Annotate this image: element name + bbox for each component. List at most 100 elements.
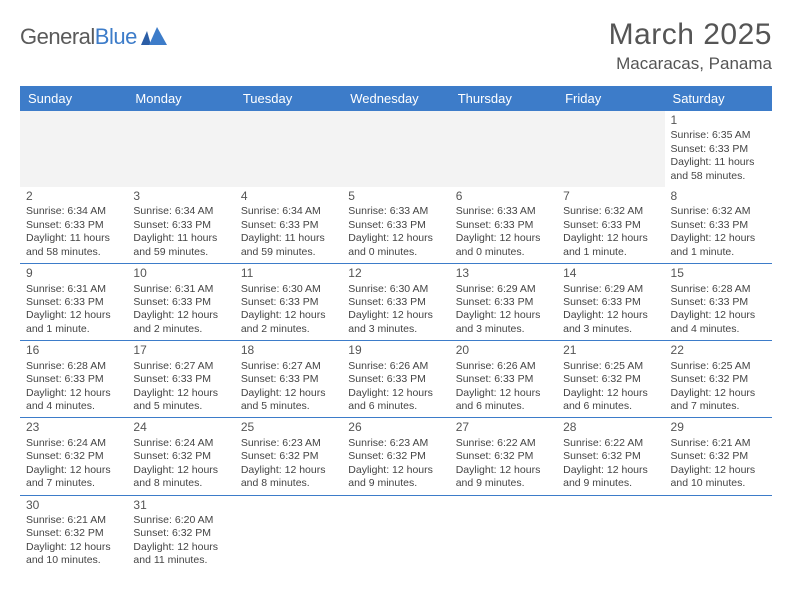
sunrise-text: Sunrise: 6:31 AM — [26, 283, 121, 296]
daylight-text: Daylight: 12 hours and 10 minutes. — [671, 464, 766, 491]
calendar-cell: 10Sunrise: 6:31 AMSunset: 6:33 PMDayligh… — [127, 264, 234, 341]
daylight-text: Daylight: 12 hours and 0 minutes. — [456, 232, 551, 259]
sunrise-text: Sunrise: 6:22 AM — [456, 437, 551, 450]
day-number: 28 — [563, 420, 658, 435]
brand-name-part2: Blue — [95, 24, 137, 49]
sunset-text: Sunset: 6:32 PM — [671, 450, 766, 463]
sunrise-text: Sunrise: 6:28 AM — [671, 283, 766, 296]
page-header: GeneralBlue March 2025 Macaracas, Panama — [20, 18, 772, 74]
calendar-cell — [235, 495, 342, 572]
day-number: 20 — [456, 343, 551, 358]
brand-name: GeneralBlue — [20, 24, 137, 50]
calendar-cell: 12Sunrise: 6:30 AMSunset: 6:33 PMDayligh… — [342, 264, 449, 341]
sunset-text: Sunset: 6:33 PM — [133, 296, 228, 309]
sunrise-text: Sunrise: 6:25 AM — [563, 360, 658, 373]
daylight-text: Daylight: 12 hours and 6 minutes. — [456, 387, 551, 414]
day-number: 23 — [26, 420, 121, 435]
calendar-cell: 23Sunrise: 6:24 AMSunset: 6:32 PMDayligh… — [20, 418, 127, 495]
sunrise-text: Sunrise: 6:26 AM — [348, 360, 443, 373]
calendar-cell: 24Sunrise: 6:24 AMSunset: 6:32 PMDayligh… — [127, 418, 234, 495]
sunset-text: Sunset: 6:33 PM — [348, 296, 443, 309]
sunset-text: Sunset: 6:33 PM — [241, 296, 336, 309]
daylight-text: Daylight: 12 hours and 3 minutes. — [563, 309, 658, 336]
day-number: 31 — [133, 498, 228, 513]
day-number: 14 — [563, 266, 658, 281]
daylight-text: Daylight: 12 hours and 7 minutes. — [671, 387, 766, 414]
calendar-cell: 25Sunrise: 6:23 AMSunset: 6:32 PMDayligh… — [235, 418, 342, 495]
calendar-header-row: SundayMondayTuesdayWednesdayThursdayFrid… — [20, 86, 772, 111]
daylight-text: Daylight: 12 hours and 4 minutes. — [671, 309, 766, 336]
sunset-text: Sunset: 6:32 PM — [241, 450, 336, 463]
sunset-text: Sunset: 6:33 PM — [348, 373, 443, 386]
day-number: 10 — [133, 266, 228, 281]
sunset-text: Sunset: 6:32 PM — [563, 450, 658, 463]
day-number: 22 — [671, 343, 766, 358]
daylight-text: Daylight: 12 hours and 0 minutes. — [348, 232, 443, 259]
sunrise-text: Sunrise: 6:34 AM — [26, 205, 121, 218]
daylight-text: Daylight: 12 hours and 10 minutes. — [26, 541, 121, 568]
sunset-text: Sunset: 6:33 PM — [456, 373, 551, 386]
calendar-cell: 5Sunrise: 6:33 AMSunset: 6:33 PMDaylight… — [342, 187, 449, 264]
calendar-cell — [557, 111, 664, 187]
day-number: 8 — [671, 189, 766, 204]
calendar-cell: 27Sunrise: 6:22 AMSunset: 6:32 PMDayligh… — [450, 418, 557, 495]
daylight-text: Daylight: 12 hours and 5 minutes. — [241, 387, 336, 414]
sunrise-text: Sunrise: 6:32 AM — [563, 205, 658, 218]
day-header: Tuesday — [235, 86, 342, 111]
day-number: 29 — [671, 420, 766, 435]
sunrise-text: Sunrise: 6:34 AM — [241, 205, 336, 218]
sunrise-text: Sunrise: 6:22 AM — [563, 437, 658, 450]
sunrise-text: Sunrise: 6:23 AM — [348, 437, 443, 450]
sunrise-text: Sunrise: 6:25 AM — [671, 360, 766, 373]
sunrise-text: Sunrise: 6:27 AM — [133, 360, 228, 373]
sunset-text: Sunset: 6:33 PM — [563, 219, 658, 232]
sunrise-text: Sunrise: 6:28 AM — [26, 360, 121, 373]
calendar-week-row: 30Sunrise: 6:21 AMSunset: 6:32 PMDayligh… — [20, 495, 772, 572]
day-number: 3 — [133, 189, 228, 204]
daylight-text: Daylight: 12 hours and 6 minutes. — [563, 387, 658, 414]
daylight-text: Daylight: 12 hours and 1 minute. — [671, 232, 766, 259]
day-number: 18 — [241, 343, 336, 358]
day-number: 9 — [26, 266, 121, 281]
day-header: Thursday — [450, 86, 557, 111]
calendar-cell: 21Sunrise: 6:25 AMSunset: 6:32 PMDayligh… — [557, 341, 664, 418]
daylight-text: Daylight: 12 hours and 1 minute. — [26, 309, 121, 336]
brand-name-part1: General — [20, 24, 95, 49]
daylight-text: Daylight: 12 hours and 1 minute. — [563, 232, 658, 259]
sunset-text: Sunset: 6:33 PM — [133, 373, 228, 386]
calendar-cell: 9Sunrise: 6:31 AMSunset: 6:33 PMDaylight… — [20, 264, 127, 341]
calendar-cell — [450, 495, 557, 572]
daylight-text: Daylight: 12 hours and 11 minutes. — [133, 541, 228, 568]
sunrise-text: Sunrise: 6:21 AM — [671, 437, 766, 450]
sunset-text: Sunset: 6:33 PM — [241, 219, 336, 232]
day-number: 1 — [671, 113, 766, 128]
sunrise-text: Sunrise: 6:30 AM — [241, 283, 336, 296]
sunset-text: Sunset: 6:33 PM — [348, 219, 443, 232]
calendar-cell: 3Sunrise: 6:34 AMSunset: 6:33 PMDaylight… — [127, 187, 234, 264]
daylight-text: Daylight: 12 hours and 2 minutes. — [241, 309, 336, 336]
sunset-text: Sunset: 6:33 PM — [26, 373, 121, 386]
daylight-text: Daylight: 12 hours and 9 minutes. — [563, 464, 658, 491]
day-number: 7 — [563, 189, 658, 204]
daylight-text: Daylight: 12 hours and 3 minutes. — [456, 309, 551, 336]
calendar-cell: 18Sunrise: 6:27 AMSunset: 6:33 PMDayligh… — [235, 341, 342, 418]
calendar-week-row: 9Sunrise: 6:31 AMSunset: 6:33 PMDaylight… — [20, 264, 772, 341]
calendar-cell: 19Sunrise: 6:26 AMSunset: 6:33 PMDayligh… — [342, 341, 449, 418]
sunset-text: Sunset: 6:32 PM — [563, 373, 658, 386]
calendar-week-row: 2Sunrise: 6:34 AMSunset: 6:33 PMDaylight… — [20, 187, 772, 264]
title-block: March 2025 Macaracas, Panama — [609, 18, 772, 74]
calendar-cell — [665, 495, 772, 572]
sunset-text: Sunset: 6:32 PM — [456, 450, 551, 463]
daylight-text: Daylight: 12 hours and 3 minutes. — [348, 309, 443, 336]
daylight-text: Daylight: 12 hours and 2 minutes. — [133, 309, 228, 336]
day-number: 13 — [456, 266, 551, 281]
sunrise-text: Sunrise: 6:24 AM — [133, 437, 228, 450]
day-number: 25 — [241, 420, 336, 435]
calendar-cell — [342, 111, 449, 187]
daylight-text: Daylight: 12 hours and 6 minutes. — [348, 387, 443, 414]
sunrise-text: Sunrise: 6:23 AM — [241, 437, 336, 450]
day-number: 30 — [26, 498, 121, 513]
location-subtitle: Macaracas, Panama — [609, 54, 772, 74]
sunrise-text: Sunrise: 6:29 AM — [563, 283, 658, 296]
day-number: 15 — [671, 266, 766, 281]
